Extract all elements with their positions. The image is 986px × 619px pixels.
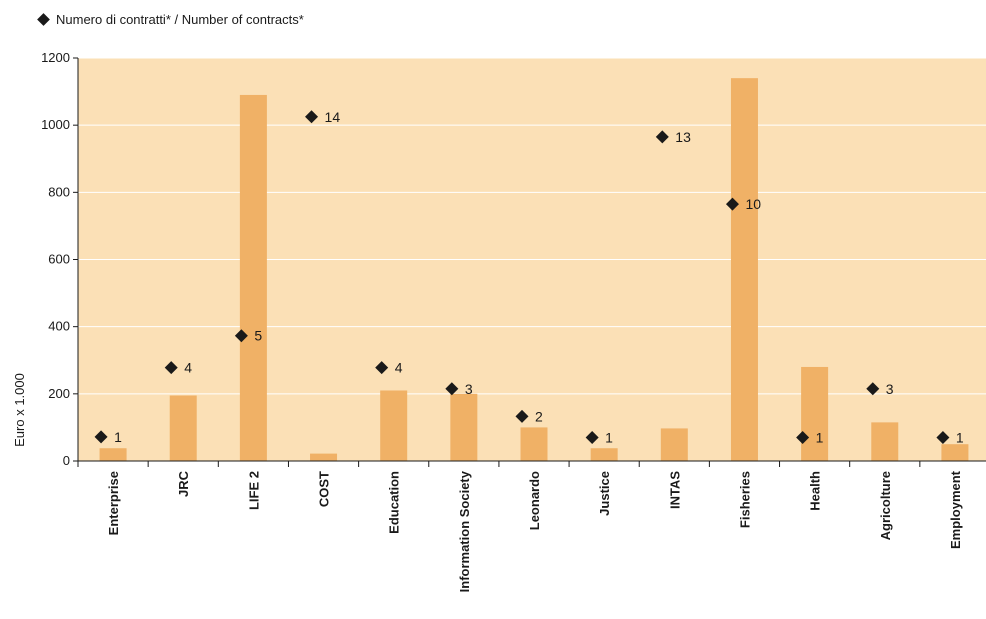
y-tick-label: 400 xyxy=(48,319,70,334)
count-label: 13 xyxy=(675,129,691,145)
bar xyxy=(730,78,758,462)
count-label: 4 xyxy=(395,360,403,376)
bar xyxy=(590,448,618,461)
y-tick-label: 1200 xyxy=(41,50,70,65)
x-tick-label: Justice xyxy=(597,471,612,516)
x-tick-label: COST xyxy=(317,471,332,507)
bar xyxy=(941,444,969,461)
x-tick-label: INTAS xyxy=(667,471,682,509)
chart-legend: Numero di contratti* / Number of contrac… xyxy=(36,12,304,27)
count-marker xyxy=(234,329,248,343)
count-label: 3 xyxy=(886,381,894,397)
x-tick-label: Employment xyxy=(948,470,963,549)
bar xyxy=(169,395,197,461)
y-tick-label: 600 xyxy=(48,252,70,267)
count-marker xyxy=(164,361,178,375)
count-label: 10 xyxy=(745,196,761,212)
x-tick-label: Education xyxy=(387,471,402,534)
y-axis-label: Euro x 1.000 xyxy=(12,373,27,447)
bar xyxy=(310,453,338,461)
count-label: 2 xyxy=(535,408,543,424)
legend-label: Numero di contratti* / Number of contrac… xyxy=(56,12,304,27)
bar xyxy=(520,427,548,461)
bar xyxy=(801,366,829,461)
x-tick-label: JRC xyxy=(176,470,191,497)
count-marker xyxy=(796,430,810,444)
axes: 0 200 400 600 800 1000 1200 Enterprise JRC LIFE 2… xyxy=(41,50,986,592)
count-label: 1 xyxy=(956,429,964,445)
count-label: 5 xyxy=(254,328,262,344)
bar xyxy=(99,448,127,461)
count-label: 4 xyxy=(184,360,192,376)
bars xyxy=(99,78,969,462)
count-label: 3 xyxy=(465,381,473,397)
count-marker xyxy=(936,430,950,444)
count-marker xyxy=(725,197,739,211)
x-tick-label: Fisheries xyxy=(737,471,752,528)
bar xyxy=(239,94,267,462)
count-label: 1 xyxy=(816,429,824,445)
count-marker xyxy=(445,382,459,396)
count-marker xyxy=(515,409,529,423)
bar xyxy=(450,393,478,461)
count-marker xyxy=(655,130,669,144)
bar xyxy=(380,390,408,461)
count-marker xyxy=(305,110,319,124)
y-tick-label: 800 xyxy=(48,184,70,199)
x-tick-label: Health xyxy=(808,471,823,511)
x-tick-label: Enterprise xyxy=(106,471,121,535)
x-tick-label: Agricolture xyxy=(878,471,893,540)
count-marker xyxy=(375,361,389,375)
bar xyxy=(660,428,688,461)
y-tick-label: 0 xyxy=(63,453,70,468)
bar xyxy=(871,422,899,461)
x-tick-label: Information Society xyxy=(457,470,472,592)
count-marker xyxy=(585,430,599,444)
count-label: 1 xyxy=(605,429,613,445)
y-tick-label: 1000 xyxy=(41,117,70,132)
count-label: 1 xyxy=(114,429,122,445)
x-tick-label: Leonardo xyxy=(527,471,542,530)
count-marker xyxy=(866,382,880,396)
gridlines xyxy=(78,57,986,395)
count-label: 14 xyxy=(325,109,341,125)
x-tick-label: LIFE 2 xyxy=(246,471,261,510)
count-marker xyxy=(94,430,108,444)
y-tick-label: 200 xyxy=(48,386,70,401)
